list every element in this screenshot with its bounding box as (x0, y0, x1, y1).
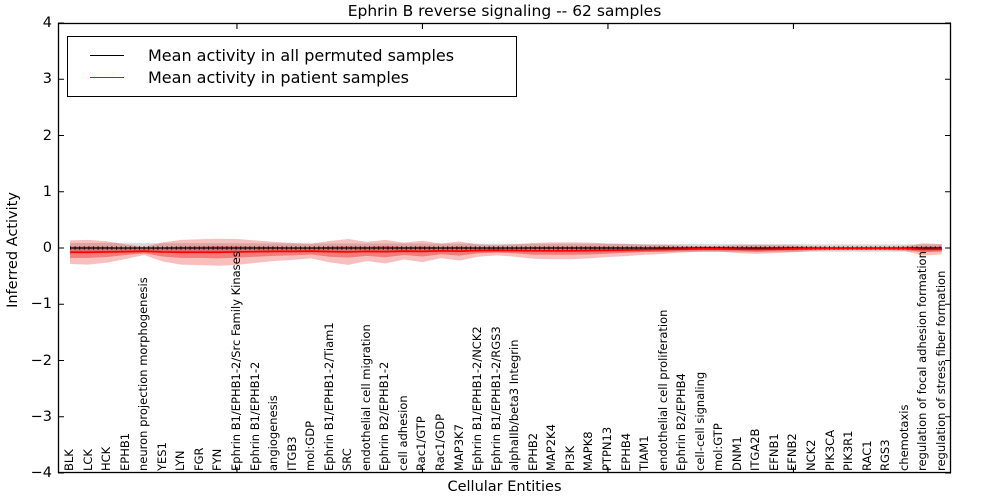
x-tick-label: TIAM1 (637, 435, 652, 471)
legend-entry-patient: Mean activity in patient samples (78, 68, 506, 87)
x-tick-label: Ephrin B1/EPHB1-2 (247, 361, 262, 471)
permuted-line-swatch (90, 54, 124, 56)
x-tick-label: endothelial cell proliferation (655, 309, 670, 471)
x-tick-label: LYN (173, 450, 188, 471)
x-tick-label: mol:GTP (711, 423, 726, 471)
y-tick-label: 0 (42, 240, 52, 256)
legend-entry-permuted: Mean activity in all permuted samples (78, 46, 506, 65)
x-tick-label: mol:GDP (303, 420, 318, 471)
x-tick-label: Ephrin B2/EPHB1-2 (377, 361, 392, 471)
x-tick-label: YES1 (154, 442, 169, 471)
x-tick-label: EPHB1 (117, 432, 132, 471)
x-tick-label: alphaIIb/beta3 Integrin (507, 339, 522, 471)
y-tick-label: 1 (42, 183, 52, 200)
x-tick-label: SRC (340, 448, 355, 471)
plot-area (57, 22, 952, 474)
y-tick-label: −1 (30, 296, 52, 313)
x-tick-label: Ephrin B1/EPHB1-2/NCK2 (470, 326, 485, 471)
y-tick-label: −2 (30, 352, 52, 369)
legend-label-patient: Mean activity in patient samples (148, 68, 409, 88)
x-tick-label: Ephrin B1/EPHB1-2/Src Family Kinases (228, 251, 243, 471)
x-tick-label: regulation of focal adhesion formation (915, 251, 930, 471)
x-tick-label: EPHB4 (618, 432, 633, 471)
x-tick-label: RGS3 (878, 439, 893, 471)
x-tick-label: PIK3R1 (841, 430, 856, 472)
y-tick-label: 4 (42, 15, 52, 31)
x-tick-label: Ephrin B1/EPHB1-2/Tiam1 (321, 322, 336, 471)
x-tick-label: cell-cell signaling (692, 371, 707, 471)
x-tick-label: MAP2K4 (544, 424, 559, 471)
x-tick-label: regulation of stress fiber formation (933, 270, 948, 471)
y-tick-label: 2 (42, 127, 52, 144)
x-tick-label: Ephrin B2/EPHB4 (674, 373, 689, 471)
patient-band-outer (70, 238, 942, 266)
x-tick-label: HCK (99, 446, 114, 471)
y-tick-label: 3 (42, 71, 52, 88)
x-tick-label: neuron projection morphogenesis (136, 277, 151, 471)
x-tick-label: chemotaxis (896, 404, 911, 471)
legend-label-permuted: Mean activity in all permuted samples (148, 45, 455, 65)
x-tick-label: EPHB2 (525, 432, 540, 471)
legend: Mean activity in all permuted samples Me… (67, 36, 517, 97)
x-tick-label: MAP3K7 (451, 424, 466, 471)
x-tick-label: cell adhesion (395, 395, 410, 471)
x-tick-label: ITGB3 (284, 436, 299, 471)
chart-title: Ephrin B reverse signaling -- 62 samples (347, 2, 662, 20)
x-tick-label: BLK (62, 449, 76, 471)
x-tick-label: PI3K (562, 445, 577, 471)
x-axis-label: Cellular Entities (447, 479, 562, 495)
patient-line-swatch (90, 77, 124, 79)
axis-ticks (58, 22, 951, 474)
x-tick-label: angiogenesis (266, 395, 281, 471)
x-tick-label: PTPN13 (599, 426, 614, 471)
x-tick-label: DNM1 (729, 436, 744, 471)
x-tick-label: EFNB1 (766, 433, 781, 471)
x-tick-label: MAPK8 (581, 431, 596, 471)
x-tick-label: NCK2 (804, 439, 818, 472)
x-tick-label: FGR (191, 447, 206, 471)
x-tick-label: ITGA2B (748, 428, 763, 471)
x-tick-label: Ephrin B1/EPHB1-2/RGS3 (488, 326, 503, 471)
x-tick-label: Rac1/GDP (433, 413, 447, 471)
x-tick-label: RAC1 (859, 440, 874, 471)
x-tick-label: PIK3CA (822, 429, 837, 471)
patient-mean-line (70, 247, 942, 254)
y-tick-label: −3 (30, 408, 52, 425)
x-tick-label: EFNB2 (785, 433, 800, 471)
x-tick-label: FYN (210, 448, 225, 471)
chart-canvas (57, 22, 952, 474)
x-tick-label: Rac1/GTP (414, 416, 429, 471)
x-tick-label: LCK (80, 449, 95, 471)
x-tick-label: endothelial cell migration (358, 324, 373, 471)
y-tick-label: −4 (30, 465, 52, 481)
